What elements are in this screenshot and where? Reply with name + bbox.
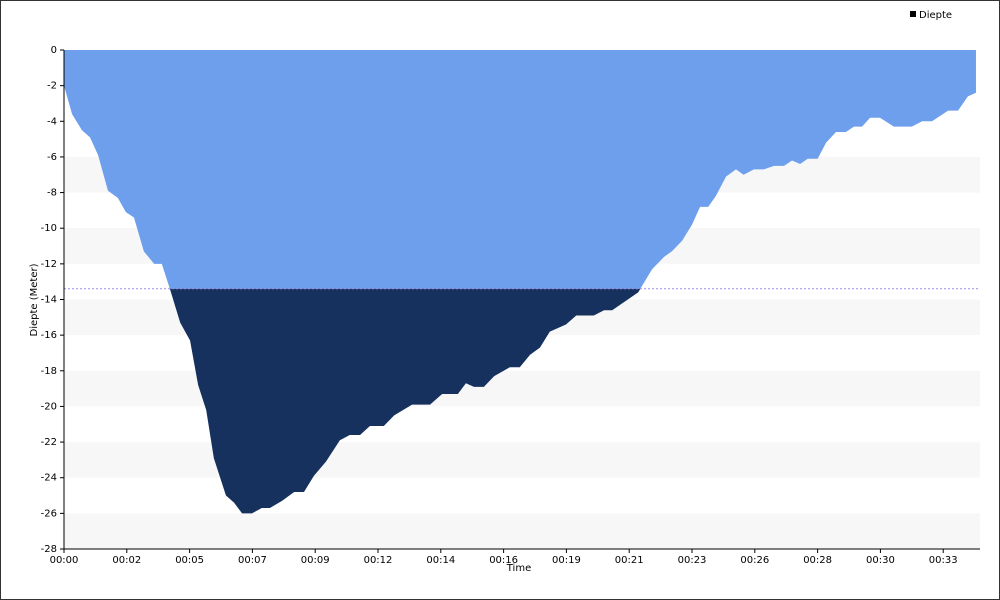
x-axis-label: Time [506, 563, 531, 574]
legend-label: Diepte [919, 10, 952, 21]
x-tick-label: 00:14 [426, 555, 455, 566]
y-tick-label: -22 [41, 437, 57, 448]
grid-band [64, 513, 980, 549]
y-tick-label: -18 [41, 366, 57, 377]
y-tick-label: -24 [41, 473, 57, 484]
y-tick-label: -16 [41, 330, 57, 341]
y-tick-label: -6 [47, 152, 57, 163]
y-tick-label: -8 [47, 188, 57, 199]
x-tick-label: 00:19 [552, 555, 581, 566]
x-tick-label: 00:02 [112, 555, 141, 566]
y-tick-label: -28 [41, 544, 57, 555]
x-tick-label: 00:00 [50, 555, 79, 566]
y-tick-label: -2 [47, 81, 57, 92]
legend-swatch [910, 11, 916, 17]
grid-band [64, 442, 980, 478]
y-axis-label: Diepte (Meter) [29, 263, 40, 336]
x-tick-label: 00:21 [615, 555, 644, 566]
x-tick-label: 00:12 [364, 555, 393, 566]
y-tick-label: -26 [41, 508, 57, 519]
area [64, 50, 976, 289]
y-tick-label: -20 [41, 401, 57, 412]
y-tick-label: -12 [41, 259, 57, 270]
x-tick-label: 00:33 [929, 555, 958, 566]
y-tick-label: 0 [51, 45, 57, 56]
x-tick-label: 00:16 [489, 555, 518, 566]
x-tick-label: 00:30 [866, 555, 895, 566]
x-tick-label: 00:23 [678, 555, 707, 566]
x-tick-label: 00:05 [175, 555, 204, 566]
area-below-threshold [169, 288, 641, 514]
y-tick-label: -10 [41, 223, 57, 234]
x-tick-label: 00:26 [740, 555, 769, 566]
y-tick-label: -14 [41, 295, 57, 306]
y-tick-label: -4 [47, 116, 57, 127]
x-tick-label: 00:09 [301, 555, 330, 566]
x-tick-label: 00:07 [238, 555, 267, 566]
x-tick-label: 00:28 [803, 555, 832, 566]
